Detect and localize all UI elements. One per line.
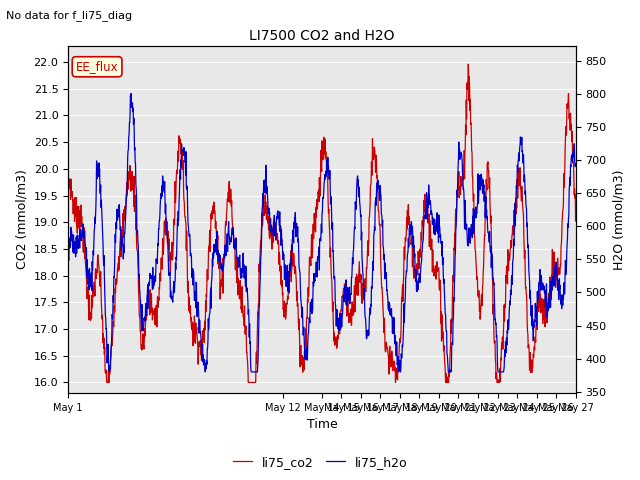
li75_h2o [291, 215, 298, 220]
Line: li75_co2: li75_co2 [68, 64, 575, 383]
li75_h2o [124, 147, 132, 153]
li75_h2o [64, 255, 72, 261]
li75_co2 [300, 366, 307, 372]
li75_co2 [104, 380, 111, 385]
X-axis label: Time: Time [307, 419, 337, 432]
li75_co2 [125, 186, 132, 192]
li75_h2o [202, 369, 209, 375]
li75_co2 [353, 276, 361, 282]
li75_co2 [64, 168, 72, 174]
li75_h2o [127, 91, 135, 96]
li75_h2o [354, 173, 362, 179]
li75_co2 [572, 218, 579, 224]
Y-axis label: H2O (mmol/m3): H2O (mmol/m3) [612, 169, 625, 270]
li75_h2o [280, 259, 288, 264]
li75_h2o [300, 324, 308, 330]
Y-axis label: CO2 (mmol/m3): CO2 (mmol/m3) [15, 169, 28, 269]
Line: li75_h2o: li75_h2o [68, 94, 575, 372]
li75_co2 [465, 61, 472, 67]
Text: EE_flux: EE_flux [76, 60, 118, 73]
Text: No data for f_li75_diag: No data for f_li75_diag [6, 10, 132, 21]
li75_h2o [572, 161, 579, 167]
li75_co2 [280, 314, 287, 320]
Legend: li75_co2, li75_h2o: li75_co2, li75_h2o [228, 451, 412, 474]
li75_co2 [103, 380, 111, 385]
li75_co2 [291, 262, 298, 268]
li75_h2o [104, 353, 111, 359]
Title: LI7500 CO2 and H2O: LI7500 CO2 and H2O [249, 29, 395, 43]
